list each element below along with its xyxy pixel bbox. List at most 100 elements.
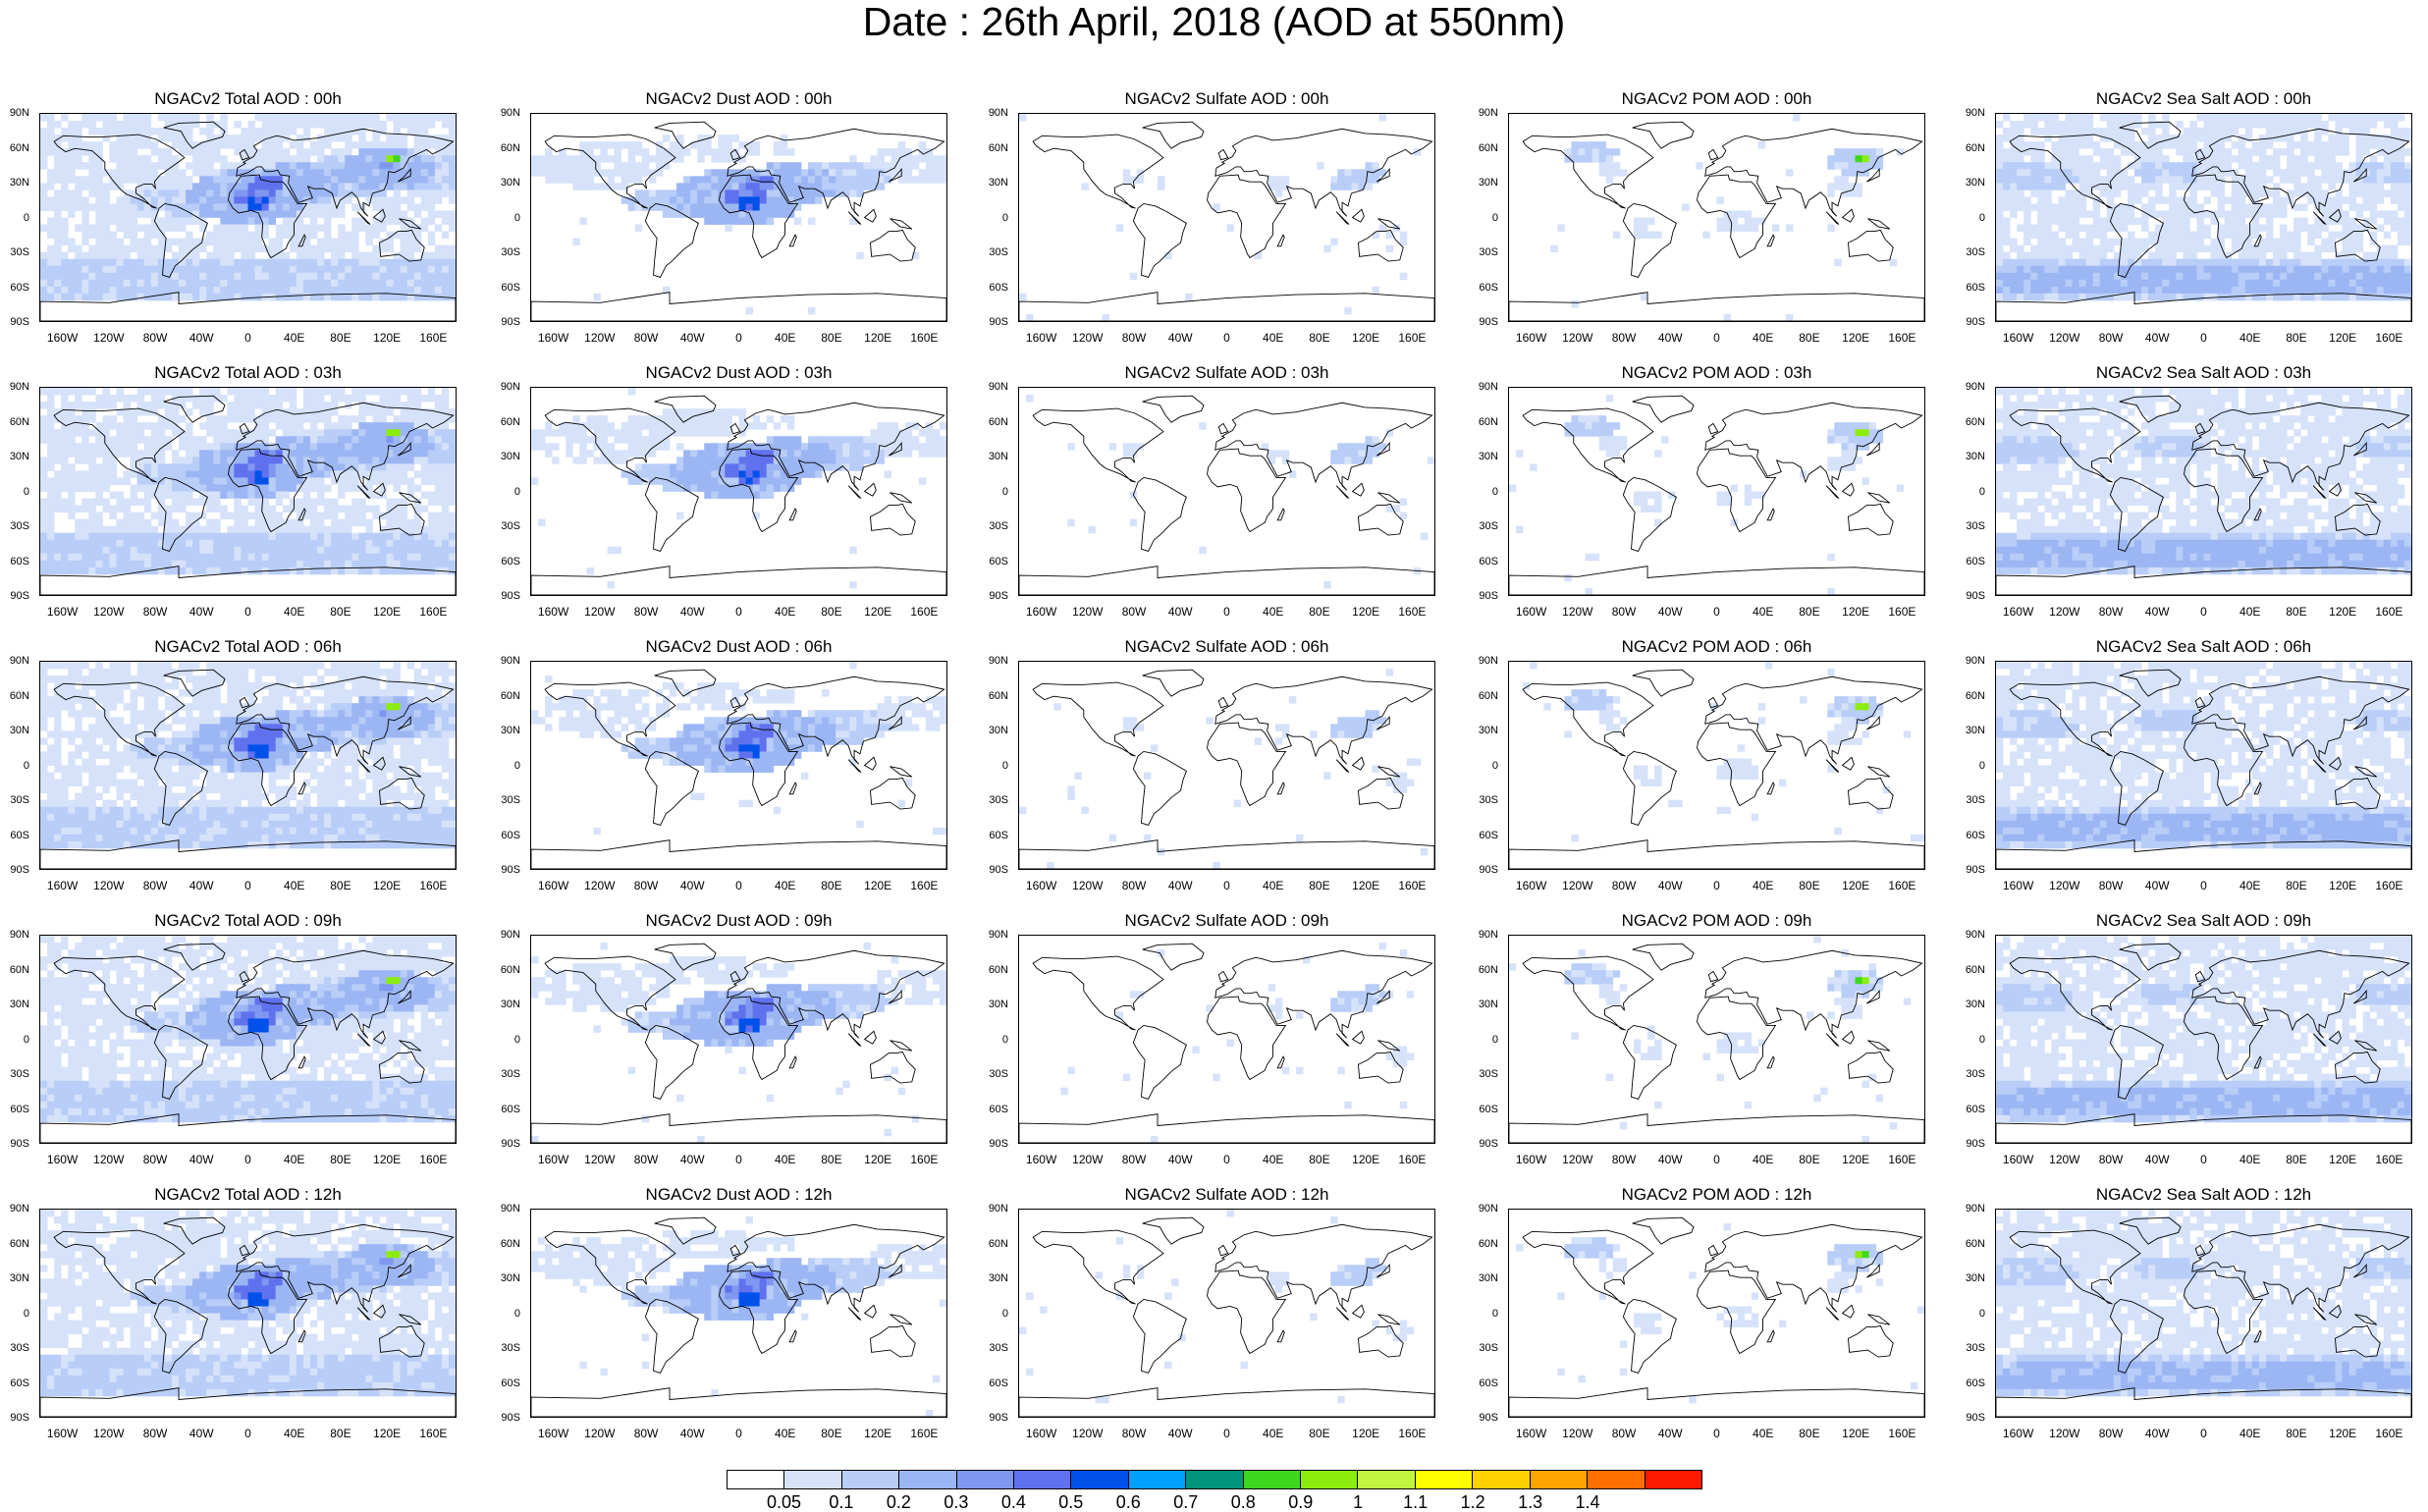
aod-cell	[2141, 203, 2149, 211]
longitude-tick-label: 80E	[330, 605, 351, 619]
aod-cell	[54, 224, 62, 232]
aod-cell	[171, 272, 180, 281]
aod-cell	[2169, 196, 2177, 204]
aod-cell	[614, 148, 622, 156]
aod-cell	[241, 231, 248, 239]
aod-cell	[331, 546, 339, 555]
aod-cell	[199, 258, 207, 267]
aod-cell	[75, 258, 82, 267]
aod-cell	[338, 395, 346, 403]
aod-cell	[130, 457, 138, 464]
aod-cell	[68, 560, 76, 568]
aod-cell	[192, 189, 200, 197]
aod-cell	[2072, 169, 2079, 177]
aod-cell	[2217, 155, 2226, 163]
aod-cell	[393, 258, 401, 267]
aod-cell	[2051, 210, 2059, 218]
aod-cell	[731, 196, 739, 204]
aod-cell	[393, 477, 401, 485]
aod-cell	[2030, 258, 2038, 267]
aod-cell	[2335, 121, 2343, 129]
aod-cell	[2010, 293, 2018, 301]
aod-cell	[40, 470, 48, 478]
aod-cell	[365, 484, 373, 492]
aod-cell	[2169, 176, 2177, 184]
aod-cell	[302, 238, 311, 246]
aod-cell	[351, 224, 359, 232]
aod-cell	[365, 286, 373, 295]
aod-cell	[2348, 217, 2356, 225]
aod-cell	[863, 176, 871, 184]
aod-cell	[157, 258, 166, 267]
aod-cell	[296, 135, 304, 142]
aod-cell	[2044, 231, 2052, 239]
aod-cell	[95, 395, 103, 403]
aod-cell	[434, 477, 443, 485]
aod-cell	[136, 162, 145, 170]
aod-cell	[289, 128, 297, 135]
aod-cell	[241, 415, 248, 423]
aod-cell	[1996, 251, 2004, 260]
aod-cell	[302, 415, 311, 423]
aod-cell	[2362, 203, 2371, 211]
aod-cell	[2342, 272, 2349, 281]
aod-cell	[2251, 183, 2260, 190]
aod-cell	[745, 217, 753, 225]
aod-cell	[393, 505, 401, 513]
longitude-tick-label: 160W	[1515, 331, 1547, 345]
aod-cell	[2010, 121, 2018, 129]
aod-cell	[2134, 189, 2142, 197]
aod-cell	[586, 567, 594, 575]
aod-cell	[393, 539, 401, 548]
aod-cell	[324, 265, 332, 274]
coastline-icon	[1376, 168, 1390, 183]
aod-cell	[2293, 189, 2301, 197]
aod-cell	[2231, 189, 2239, 197]
aod-cell	[316, 402, 325, 409]
aod-cell	[254, 155, 262, 163]
aod-cell	[227, 238, 235, 246]
aod-cell	[324, 429, 332, 437]
aod-cell	[2017, 203, 2024, 211]
aod-cell	[61, 402, 69, 409]
aod-cell	[2231, 121, 2239, 129]
aod-cell	[434, 491, 443, 499]
aod-cell	[75, 505, 82, 513]
aod-cell	[420, 135, 429, 142]
aod-cell	[1571, 299, 1579, 308]
aod-cell	[365, 162, 373, 170]
aod-cell	[427, 183, 436, 190]
aod-cell	[206, 429, 214, 437]
aod-cell	[81, 415, 89, 423]
aod-cell	[2183, 258, 2190, 267]
coastline-icon	[847, 211, 862, 225]
aod-cell	[102, 183, 110, 190]
aod-cell	[143, 210, 152, 218]
map-frame	[530, 387, 947, 596]
aod-cell	[275, 512, 284, 520]
aod-cell	[2141, 169, 2149, 177]
aod-cell	[143, 477, 152, 485]
coastline-icon	[1867, 218, 1891, 230]
aod-cell	[2134, 238, 2142, 246]
aod-cell	[241, 408, 248, 416]
aod-cell	[379, 203, 387, 211]
aod-cell	[718, 176, 726, 184]
aod-cell	[47, 231, 55, 239]
aod-cell	[2162, 272, 2170, 281]
aod-cell	[2203, 258, 2211, 267]
aod-cell	[227, 484, 235, 492]
aod-cell	[420, 553, 429, 562]
aod-cell	[261, 415, 270, 423]
aod-cell	[448, 189, 456, 197]
aod-cell	[220, 415, 228, 423]
aod-cell	[2065, 189, 2073, 197]
aod-cell	[199, 272, 207, 281]
aod-cell	[136, 169, 145, 177]
aod-cell	[932, 162, 941, 170]
aod-cell	[2085, 244, 2094, 253]
aod-cell	[296, 477, 304, 485]
aod-cell	[247, 388, 255, 396]
aod-cell	[289, 546, 297, 555]
aod-cell	[324, 189, 332, 197]
